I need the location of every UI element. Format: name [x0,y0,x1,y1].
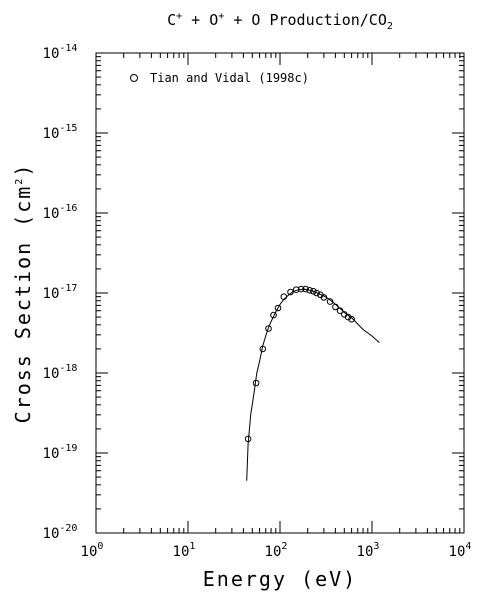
x-tick-label: 100 [81,541,104,560]
x-tick-label: 102 [265,541,288,560]
legend-label: Tian and Vidal (1998c) [150,71,309,85]
data-point [259,345,267,353]
data-point [306,287,313,294]
data-point [297,285,305,293]
data-point [326,298,334,305]
legend-marker [130,74,138,82]
data-point [287,288,294,296]
chart-title: C+ + O+ + O Production/CO2 [167,11,393,32]
y-axis-label: Cross Section (cm2) [11,163,35,424]
y-tick-labels: 10-20 10-19 10-18 10-17 10-16 10-15 10-14 [43,43,78,542]
data-point [274,304,282,312]
x-axis-label: Energy (eV) [203,567,357,591]
data-point [320,294,328,301]
data-point [310,288,317,295]
data-point [344,313,352,321]
data-point [270,311,277,319]
data-point [292,286,300,294]
y-tick-label: 10-15 [43,123,78,142]
y-tick-label: 10-19 [43,443,78,462]
axis-ticks [95,52,465,534]
plot-frame [95,52,465,534]
y-tick-label: 10-16 [43,203,78,222]
y-tick-label: 10-20 [43,523,78,542]
x-tick-label: 101 [173,541,196,560]
fit-curve [246,288,380,481]
data-point [302,285,309,293]
data-point [265,325,272,332]
data-point [332,303,339,311]
data-point [348,315,355,323]
y-tick-label: 10-14 [43,43,78,62]
data-point [313,289,320,297]
y-tick-label: 10-17 [43,283,78,302]
data-point [336,307,344,315]
x-tick-labels: 100 101 102 103 104 [81,541,472,560]
x-tick-label: 104 [449,541,472,560]
data-points [244,285,355,443]
data-point [280,293,288,301]
data-point [252,379,260,387]
x-tick-label: 103 [357,541,380,560]
y-tick-label: 10-18 [43,363,78,382]
data-point [244,435,252,443]
